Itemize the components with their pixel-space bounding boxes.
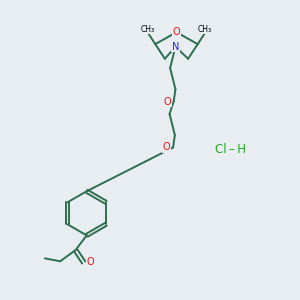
Text: O: O (173, 27, 180, 37)
Text: N: N (172, 42, 179, 52)
Text: O: O (86, 257, 94, 268)
Text: CH₃: CH₃ (141, 25, 155, 34)
Text: Cl – H: Cl – H (215, 143, 246, 157)
Text: CH₃: CH₃ (198, 25, 212, 34)
Text: O: O (163, 142, 170, 152)
Text: O: O (164, 97, 171, 106)
